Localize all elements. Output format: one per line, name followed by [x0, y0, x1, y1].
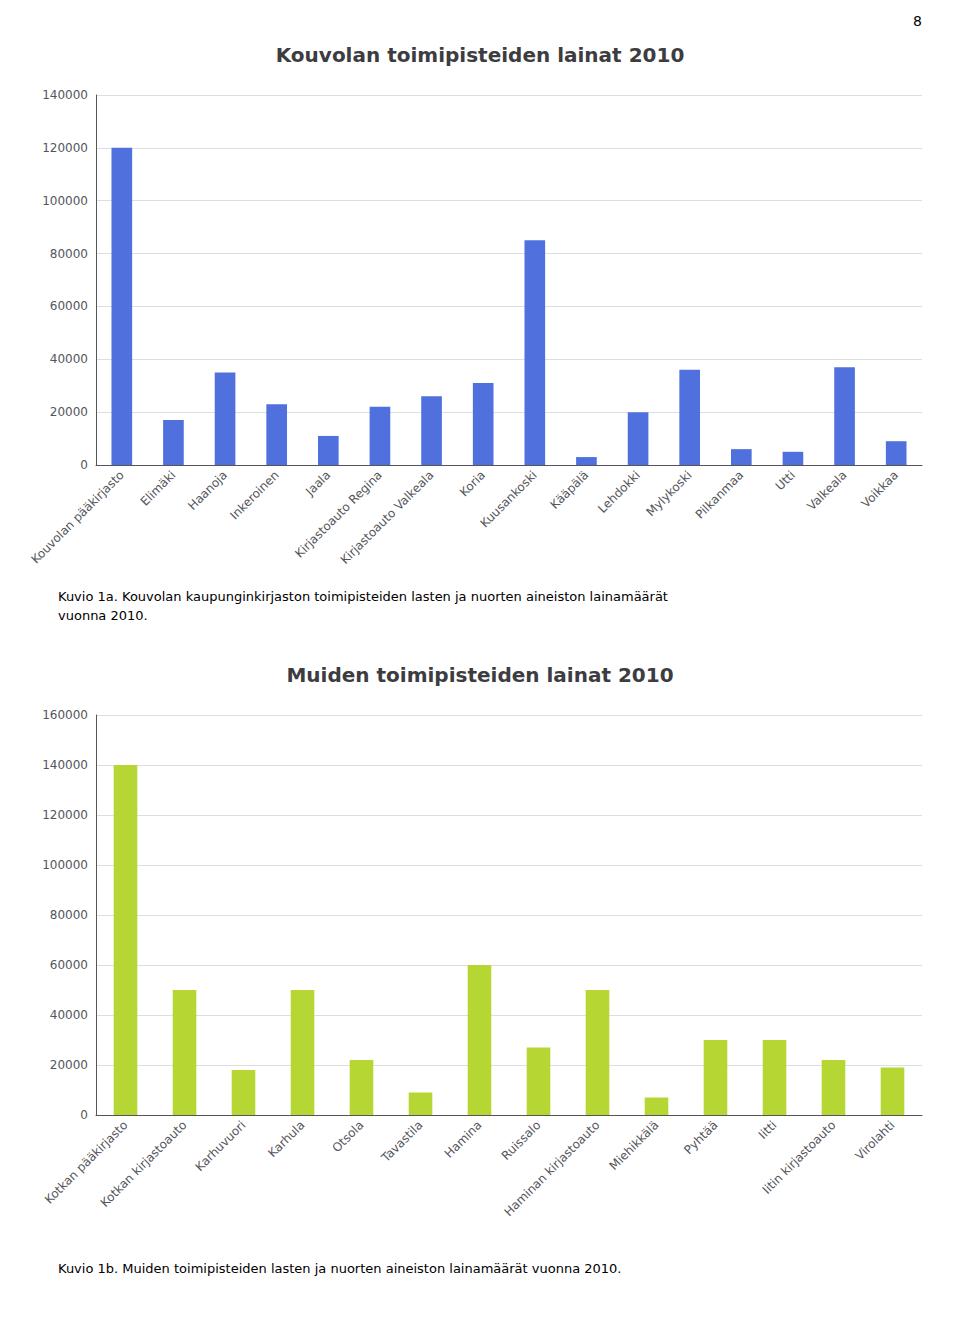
svg-text:Kotkan kirjastoauto: Kotkan kirjastoauto — [98, 1118, 190, 1210]
svg-text:140000: 140000 — [42, 88, 88, 102]
svg-text:Muiden toimipisteiden lainat 2: Muiden toimipisteiden lainat 2010 — [286, 663, 673, 687]
svg-text:80000: 80000 — [50, 247, 88, 261]
svg-text:Lehdokki: Lehdokki — [595, 468, 643, 516]
svg-text:Elimäki: Elimäki — [138, 468, 179, 509]
svg-text:Virolahti: Virolahti — [853, 1118, 898, 1163]
svg-text:120000: 120000 — [42, 141, 88, 155]
svg-text:Kouvolan pääkirjasto: Kouvolan pääkirjasto — [28, 468, 126, 566]
svg-text:vuonna 2010.: vuonna 2010. — [58, 608, 148, 623]
svg-text:0: 0 — [80, 458, 88, 472]
svg-text:Kuvio 1b. Muiden toimipisteide: Kuvio 1b. Muiden toimipisteiden lasten j… — [58, 1261, 622, 1276]
svg-text:60000: 60000 — [50, 958, 88, 972]
svg-text:Koria: Koria — [457, 468, 488, 499]
svg-text:Kuvio 1a. Kouvolan kaupunginki: Kuvio 1a. Kouvolan kaupunginkirjaston to… — [58, 589, 668, 604]
svg-text:Otsola: Otsola — [329, 1118, 366, 1155]
svg-text:140000: 140000 — [42, 758, 88, 772]
svg-text:60000: 60000 — [50, 299, 88, 313]
svg-text:Iitin kirjastoauto: Iitin kirjastoauto — [760, 1118, 839, 1197]
svg-text:Tavastila: Tavastila — [378, 1118, 425, 1165]
svg-text:40000: 40000 — [50, 1008, 88, 1022]
svg-text:100000: 100000 — [42, 194, 88, 208]
svg-text:Haminan kirjastoauto: Haminan kirjastoauto — [501, 1118, 602, 1219]
svg-text:20000: 20000 — [50, 405, 88, 419]
svg-text:20000: 20000 — [50, 1058, 88, 1072]
svg-text:Mylykoski: Mylykoski — [644, 468, 695, 519]
svg-text:Jaala: Jaala — [302, 468, 333, 499]
svg-text:Pyhtää: Pyhtää — [681, 1118, 720, 1157]
svg-text:Pilkanmaa: Pilkanmaa — [693, 468, 746, 521]
svg-text:0: 0 — [80, 1108, 88, 1122]
svg-text:Karhula: Karhula — [265, 1118, 307, 1160]
svg-text:120000: 120000 — [42, 808, 88, 822]
svg-text:Ruissalo: Ruissalo — [499, 1118, 544, 1163]
svg-text:Haanoja: Haanoja — [185, 468, 230, 513]
svg-text:80000: 80000 — [50, 908, 88, 922]
svg-text:Inkeroinen: Inkeroinen — [227, 468, 281, 522]
svg-text:Kääpälä: Kääpälä — [548, 468, 592, 512]
svg-text:Kotkan pääkirjasto: Kotkan pääkirjasto — [41, 1118, 131, 1207]
svg-text:Iitti: Iitti — [756, 1118, 780, 1142]
svg-text:Kirjastoauto Regina: Kirjastoauto Regina — [292, 468, 385, 561]
svg-text:160000: 160000 — [42, 708, 88, 722]
svg-text:Hamina: Hamina — [442, 1118, 485, 1161]
svg-text:40000: 40000 — [50, 352, 88, 366]
svg-text:100000: 100000 — [42, 858, 88, 872]
svg-text:Utti: Utti — [773, 468, 798, 493]
svg-text:Kirjastoauto Valkeala: Kirjastoauto Valkeala — [338, 468, 437, 567]
svg-text:Miehikkälä: Miehikkälä — [607, 1118, 662, 1173]
svg-text:Kouvolan toimipisteiden lainat: Kouvolan toimipisteiden lainat 2010 — [276, 43, 685, 67]
svg-text:Voikkaa: Voikkaa — [859, 468, 902, 511]
svg-text:Valkeala: Valkeala — [804, 468, 849, 513]
svg-text:Kuusankoski: Kuusankoski — [478, 468, 540, 530]
svg-text:Karhuvuori: Karhuvuori — [192, 1118, 248, 1174]
svg-text:8: 8 — [913, 13, 922, 29]
